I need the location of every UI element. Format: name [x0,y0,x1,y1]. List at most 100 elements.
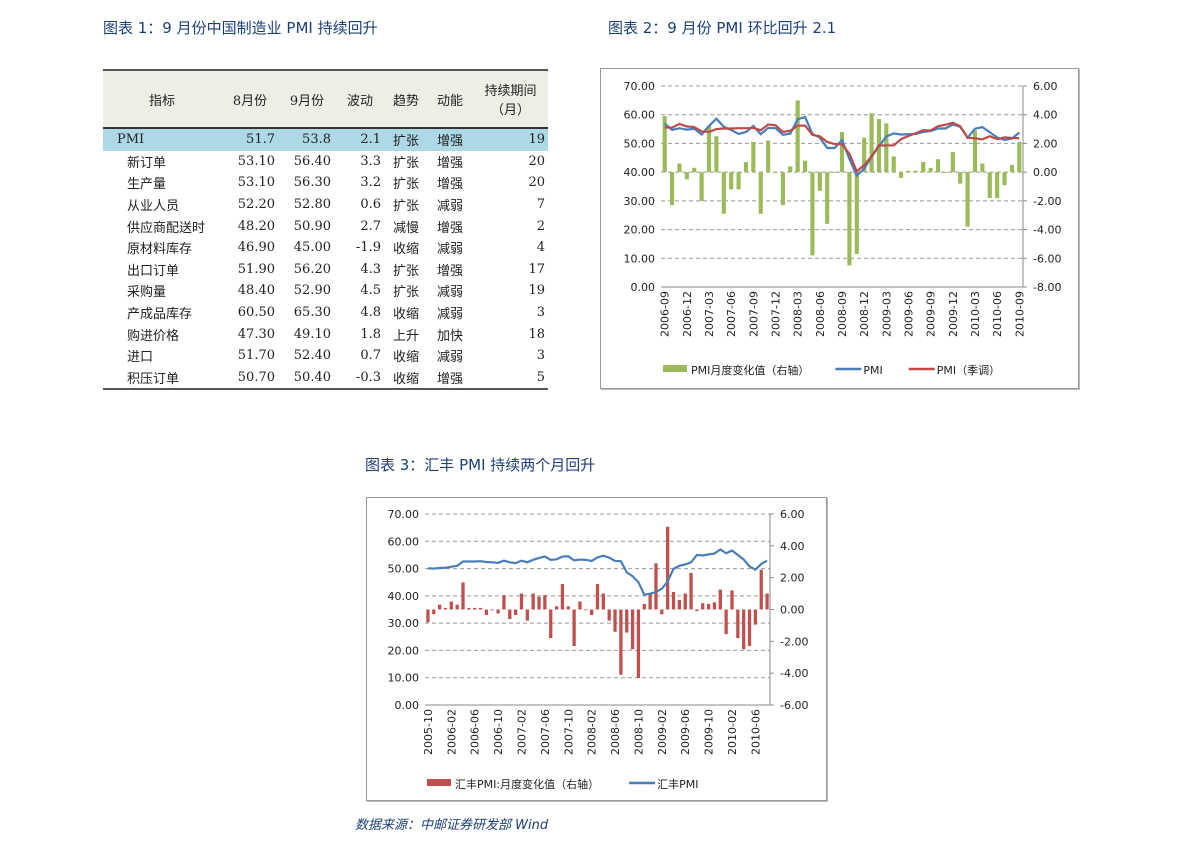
bar [519,593,524,610]
table-cell: 18 [528,326,545,342]
bar [899,172,904,178]
figure-1-title: 图表 1：9 月份中国制造业 PMI 持续回升 [103,19,378,37]
table-cell: 48.20 [237,218,275,234]
x-tick-label: 2007-06 [539,709,552,755]
table-cell: 减弱 [437,350,464,366]
bar [825,172,830,224]
x-tick-label: 2007-06 [725,291,738,337]
table-row: 从业人员 52.20 52.80 0.6 扩张 减弱 7 [103,194,548,216]
bar [972,130,978,173]
legend-swatch-bar [427,779,451,786]
bar [854,172,859,254]
bar [759,569,763,610]
left-tick-label: 10.00 [624,252,656,265]
left-tick-label: 20.00 [624,224,656,237]
left-tick-label: 0.00 [395,699,420,712]
bar [921,162,926,173]
bar [699,172,704,201]
legend-label: PMI（季调） [937,364,1000,377]
x-tick-label: 2008-06 [814,291,827,337]
col-duration: 持续期间 （月） [473,69,548,129]
col-duration-unit: （月） [490,103,530,118]
bar [484,609,489,616]
table-cell: 3.3 [360,153,381,169]
left-tick-label: 40.00 [388,590,420,603]
table-cell: 新订单 [127,155,167,171]
bar [747,609,752,647]
figure-3-chart: 0.00 10.00 20.00 30.00 40.00 50.00 60.00 70.00 -… [366,497,827,801]
table-cell: 增强 [437,220,464,236]
table-cell: 51.90 [237,261,275,277]
bar [689,572,693,610]
right-tick-label: -6.00 [1033,252,1061,265]
table-cell: 扩张 [393,199,420,215]
bar [677,163,682,173]
table-row: 原材料库存 46.90 45.00 -1.9 收缩 减弱 4 [103,237,548,259]
table-cell: 3.2 [360,175,381,191]
left-tick-label: 60.00 [388,535,420,548]
bar [619,609,623,675]
bar [543,595,547,610]
table-cell: 0.7 [360,348,381,364]
bar [780,172,785,206]
table-cell: 收缩 [393,242,420,258]
bar [730,590,734,610]
x-tick-label: 2008-09 [836,291,849,337]
table-cell: 扩张 [393,285,420,301]
right-tick-label: 0.00 [1033,166,1058,179]
bar [935,159,941,173]
left-tick-label: 70.00 [624,80,656,93]
bar [467,607,471,610]
table-cell: 5 [473,366,548,391]
x-tick-label: 2006-10 [492,709,505,755]
table-cell: 减弱 [437,199,464,215]
table-cell: 52.80 [293,197,331,213]
table-cell: -1.9 [355,240,381,256]
x-tick-label: 2008-03 [792,291,805,337]
bar [437,604,442,610]
table-cell: 56.20 [293,261,331,277]
col-duration-label: 持续期间 [484,84,537,99]
left-tick-label: 20.00 [388,644,420,657]
right-tick-label: 4.00 [780,540,805,553]
x-tick-label: 2009-02 [656,709,669,755]
bar [729,172,734,190]
table-cell: 47.30 [237,326,275,342]
table-cell: 4.3 [360,261,381,277]
bar [554,606,559,610]
table-cell: 从业人员 [127,199,180,215]
table-cell: 49.10 [293,326,331,342]
legend-label: 汇丰PMI:月度变化值（右轴） [455,777,599,791]
table-cell: 扩张 [393,177,420,193]
bar [721,172,726,214]
bar [671,591,676,610]
x-tick-label: 2009-12 [947,291,960,337]
table-cell: 增强 [437,177,464,193]
figure-3-title: 图表 3：汇丰 PMI 持续两个月回升 [365,456,596,474]
table-cell: 增强 [427,366,473,391]
source-note: 数据来源：中邮证券研发部 Wind [355,818,549,833]
table-cell: 减弱 [437,307,464,323]
table-cell: 3 [536,305,545,321]
bar [724,609,728,635]
bar [847,172,852,266]
table-cell: 17 [528,261,545,277]
x-tick-label: 2010-03 [969,291,982,337]
table-cell: 50.40 [279,366,335,391]
bar [590,609,594,616]
table-cell: PMI [103,128,221,151]
table-cell: 53.10 [237,153,275,169]
legend-label: PMI [863,364,882,377]
table-cell: 收缩 [393,350,420,366]
x-tick-label: 2006-06 [469,709,482,755]
bar [1009,164,1014,173]
bar [508,609,512,620]
x-tick-label: 2005-10 [422,709,435,755]
bar [625,609,629,633]
table-cell: 4 [536,240,545,256]
x-tick-label: 2009-06 [902,291,915,337]
table-cell: 56.30 [293,175,331,191]
table-cell: 52.40 [293,348,331,364]
x-tick-label: 2010-09 [1013,291,1026,337]
table-cell: 52.20 [237,197,275,213]
